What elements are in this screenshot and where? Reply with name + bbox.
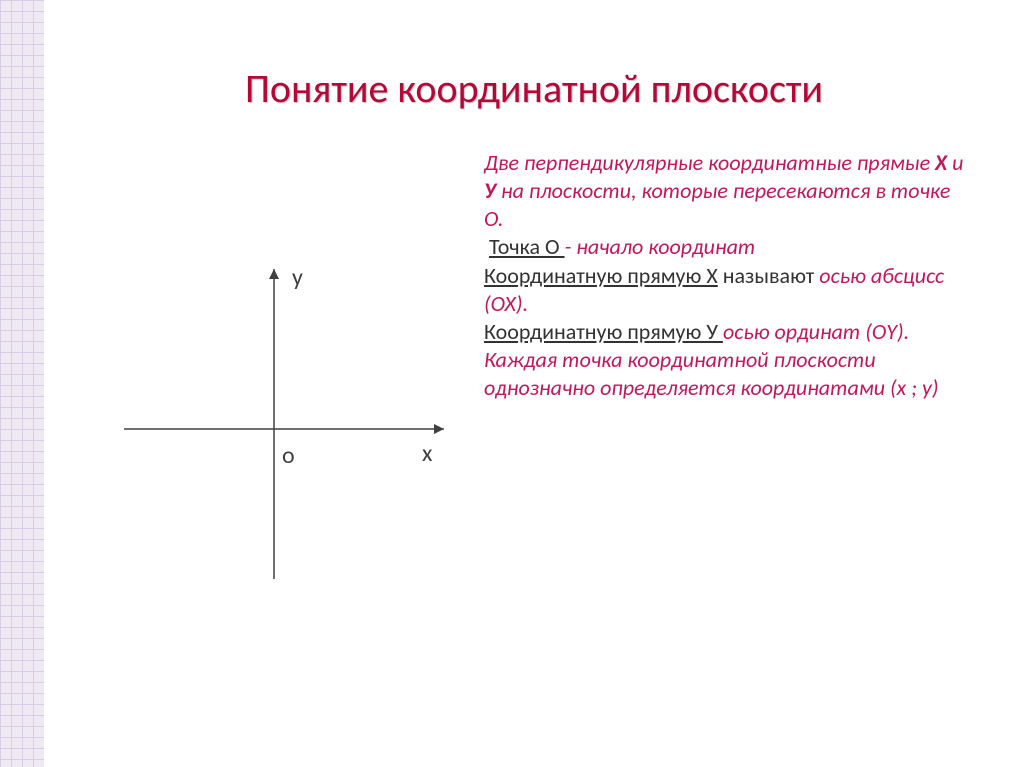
point-o: Точка О (489, 233, 565, 260)
text: и (947, 149, 963, 176)
slide: Понятие координатной плоскости х у о Две п… (44, 0, 1024, 767)
coordinate-plane-figure: х у о (84, 149, 484, 609)
text-y: У (484, 177, 496, 204)
desc-line-4: Координатную прямую У осью ординат (ОY). (484, 318, 974, 346)
text: называют (718, 262, 820, 289)
text: Две перпендикулярные координатные прямые (484, 149, 935, 176)
slide-title: Понятие координатной плоскости (84, 64, 984, 113)
desc-line-1: Две перпендикулярные координатные прямые… (484, 149, 974, 233)
svg-text:у: у (292, 263, 303, 292)
svg-text:х: х (422, 439, 433, 468)
text: - начало координат (565, 233, 756, 260)
axis-x-name: Координатную прямую Х (484, 262, 718, 289)
text-x: Х (935, 149, 947, 176)
decorative-sidebar (0, 0, 44, 767)
text: Каждая точка координатной плоскости одно… (484, 346, 939, 401)
axes-diagram: х у о (104, 249, 464, 609)
desc-line-2: Точка О - начало координат (484, 233, 974, 261)
desc-line-3: Координатную прямую Х называют осью абсц… (484, 262, 974, 318)
description: Две перпендикулярные координатные прямые… (484, 149, 984, 402)
svg-text:о: о (282, 441, 295, 470)
axis-y-name: Координатную прямую У (484, 318, 723, 345)
desc-line-5: Каждая точка координатной плоскости одно… (484, 346, 974, 402)
text: на плоскости, которые пересекаются в точ… (484, 177, 950, 232)
axis-y-term: осью ординат (ОY). (723, 318, 909, 345)
slide-content: х у о Две перпендикулярные координатные пр… (84, 149, 984, 609)
